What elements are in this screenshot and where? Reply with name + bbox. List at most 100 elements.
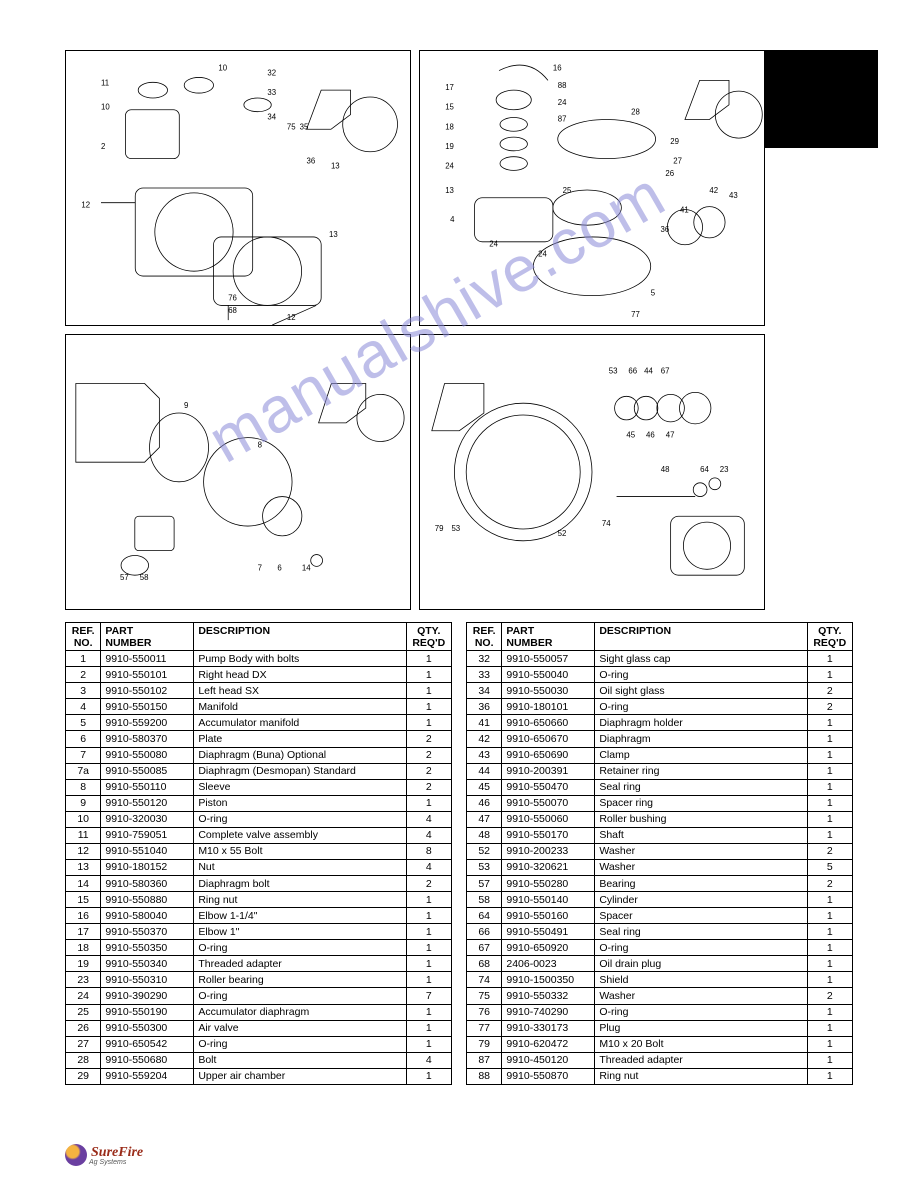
cell-desc: Clamp	[595, 747, 807, 763]
cell-desc: Diaphragm	[595, 731, 807, 747]
cell-ref: 44	[467, 763, 502, 779]
cell-part: 9910-550332	[502, 988, 595, 1004]
cell-qty: 1	[807, 747, 853, 763]
table-row: 39910-550102Left head SX1	[66, 683, 452, 699]
svg-text:19: 19	[445, 142, 454, 151]
table-row: 249910-390290O-ring7	[66, 988, 452, 1004]
cell-qty: 1	[406, 795, 452, 811]
cell-part: 9910-650920	[502, 940, 595, 956]
diagram-panel-1: 11 10 2 12 10 32 33 34 75 35 36 13 13 76…	[65, 50, 411, 326]
svg-text:57: 57	[120, 573, 129, 582]
table-row: 479910-550060Roller bushing1	[467, 811, 853, 827]
svg-text:36: 36	[661, 225, 670, 234]
cell-qty: 4	[406, 859, 452, 875]
cell-qty: 1	[807, 924, 853, 940]
svg-text:23: 23	[720, 465, 729, 474]
cell-part: 9910-550470	[502, 779, 595, 795]
table-row: 529910-200233Washer2	[467, 843, 853, 859]
svg-text:58: 58	[140, 573, 149, 582]
cell-desc: O-ring	[595, 940, 807, 956]
cell-ref: 87	[467, 1052, 502, 1068]
cell-part: 9910-550190	[101, 1004, 194, 1020]
cell-part: 9910-550110	[101, 779, 194, 795]
cell-qty: 1	[406, 699, 452, 715]
cell-ref: 12	[66, 843, 101, 859]
exploded-diagrams-grid: 11 10 2 12 10 32 33 34 75 35 36 13 13 76…	[65, 50, 765, 610]
cell-qty: 2	[406, 876, 452, 892]
cell-ref: 48	[467, 827, 502, 843]
col-desc: DESCRIPTION	[595, 623, 807, 651]
table-row: 429910-650670Diaphragm1	[467, 731, 853, 747]
table-row: 159910-550880Ring nut1	[66, 892, 452, 908]
cell-ref: 10	[66, 811, 101, 827]
cell-ref: 32	[467, 651, 502, 667]
cell-desc: Diaphragm bolt	[194, 876, 406, 892]
cell-ref: 75	[467, 988, 502, 1004]
cell-part: 9910-650660	[502, 715, 595, 731]
table-row: 269910-550300Air valve1	[66, 1020, 452, 1036]
cell-ref: 7a	[66, 763, 101, 779]
cell-desc: Seal ring	[595, 924, 807, 940]
cell-qty: 8	[406, 843, 452, 859]
cell-part: 9910-551040	[101, 843, 194, 859]
svg-text:88: 88	[558, 81, 567, 90]
cell-ref: 7	[66, 747, 101, 763]
svg-text:52: 52	[558, 529, 567, 538]
svg-text:34: 34	[267, 113, 276, 122]
table-row: 279910-650542O-ring1	[66, 1036, 452, 1052]
cell-desc: Diaphragm (Desmopan) Standard	[194, 763, 406, 779]
svg-text:45: 45	[626, 431, 635, 440]
cell-desc: Left head SX	[194, 683, 406, 699]
cell-part: 9910-200391	[502, 763, 595, 779]
svg-text:47: 47	[666, 431, 675, 440]
svg-text:12: 12	[81, 201, 90, 210]
svg-text:14: 14	[302, 563, 311, 572]
svg-text:87: 87	[558, 114, 567, 123]
svg-text:24: 24	[538, 250, 547, 259]
cell-ref: 74	[467, 972, 502, 988]
cell-desc: Shield	[595, 972, 807, 988]
cell-desc: O-ring	[595, 1004, 807, 1020]
svg-text:33: 33	[267, 88, 276, 97]
cell-qty: 2	[807, 683, 853, 699]
table-row: 879910-450120Threaded adapter1	[467, 1052, 853, 1068]
cell-desc: O-ring	[194, 940, 406, 956]
cell-qty: 1	[807, 779, 853, 795]
cell-qty: 4	[406, 811, 452, 827]
svg-text:42: 42	[709, 186, 718, 195]
cell-ref: 4	[66, 699, 101, 715]
cell-part: 9910-580360	[101, 876, 194, 892]
cell-desc: Threaded adapter	[595, 1052, 807, 1068]
cell-part: 9910-550060	[502, 811, 595, 827]
cell-ref: 24	[66, 988, 101, 1004]
cell-qty: 1	[807, 1036, 853, 1052]
svg-text:66: 66	[628, 367, 637, 376]
cell-qty: 2	[406, 731, 452, 747]
svg-text:13: 13	[445, 186, 454, 195]
svg-text:75: 75	[287, 122, 296, 131]
table-row: 589910-550140Cylinder1	[467, 892, 853, 908]
table-row: 179910-550370Elbow 1"1	[66, 924, 452, 940]
cell-ref: 1	[66, 651, 101, 667]
cell-part: 9910-740290	[502, 1004, 595, 1020]
svg-text:9: 9	[184, 401, 188, 410]
cell-part: 9910-620472	[502, 1036, 595, 1052]
cell-desc: Seal ring	[595, 779, 807, 795]
cell-desc: Cylinder	[595, 892, 807, 908]
table-row: 769910-740290O-ring1	[467, 1004, 853, 1020]
svg-text:5: 5	[651, 289, 656, 298]
cell-desc: Bearing	[595, 876, 807, 892]
cell-ref: 16	[66, 908, 101, 924]
cell-ref: 26	[66, 1020, 101, 1036]
cell-part: 9910-390290	[101, 988, 194, 1004]
cell-ref: 19	[66, 956, 101, 972]
parts-table-right: REF. NO. PART NUMBER DESCRIPTION QTY. RE…	[466, 622, 853, 1085]
footer-logo-block: SureFire Ag Systems	[65, 1144, 143, 1166]
cell-desc: Right head DX	[194, 667, 406, 683]
cell-qty: 1	[807, 795, 853, 811]
cell-desc: Plate	[194, 731, 406, 747]
cell-qty: 1	[807, 972, 853, 988]
svg-text:11: 11	[101, 78, 109, 87]
cell-qty: 2	[807, 699, 853, 715]
cell-part: 9910-550350	[101, 940, 194, 956]
